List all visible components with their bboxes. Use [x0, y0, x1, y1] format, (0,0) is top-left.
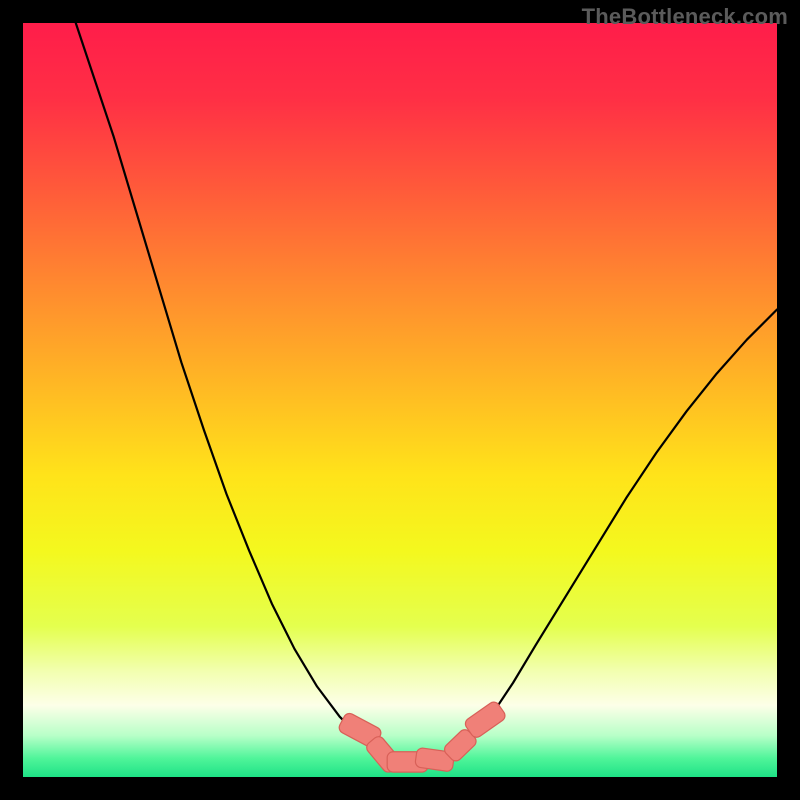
- bottleneck-curve-chart: [0, 0, 800, 800]
- chart-frame: TheBottleneck.com: [0, 0, 800, 800]
- watermark-text: TheBottleneck.com: [582, 4, 788, 30]
